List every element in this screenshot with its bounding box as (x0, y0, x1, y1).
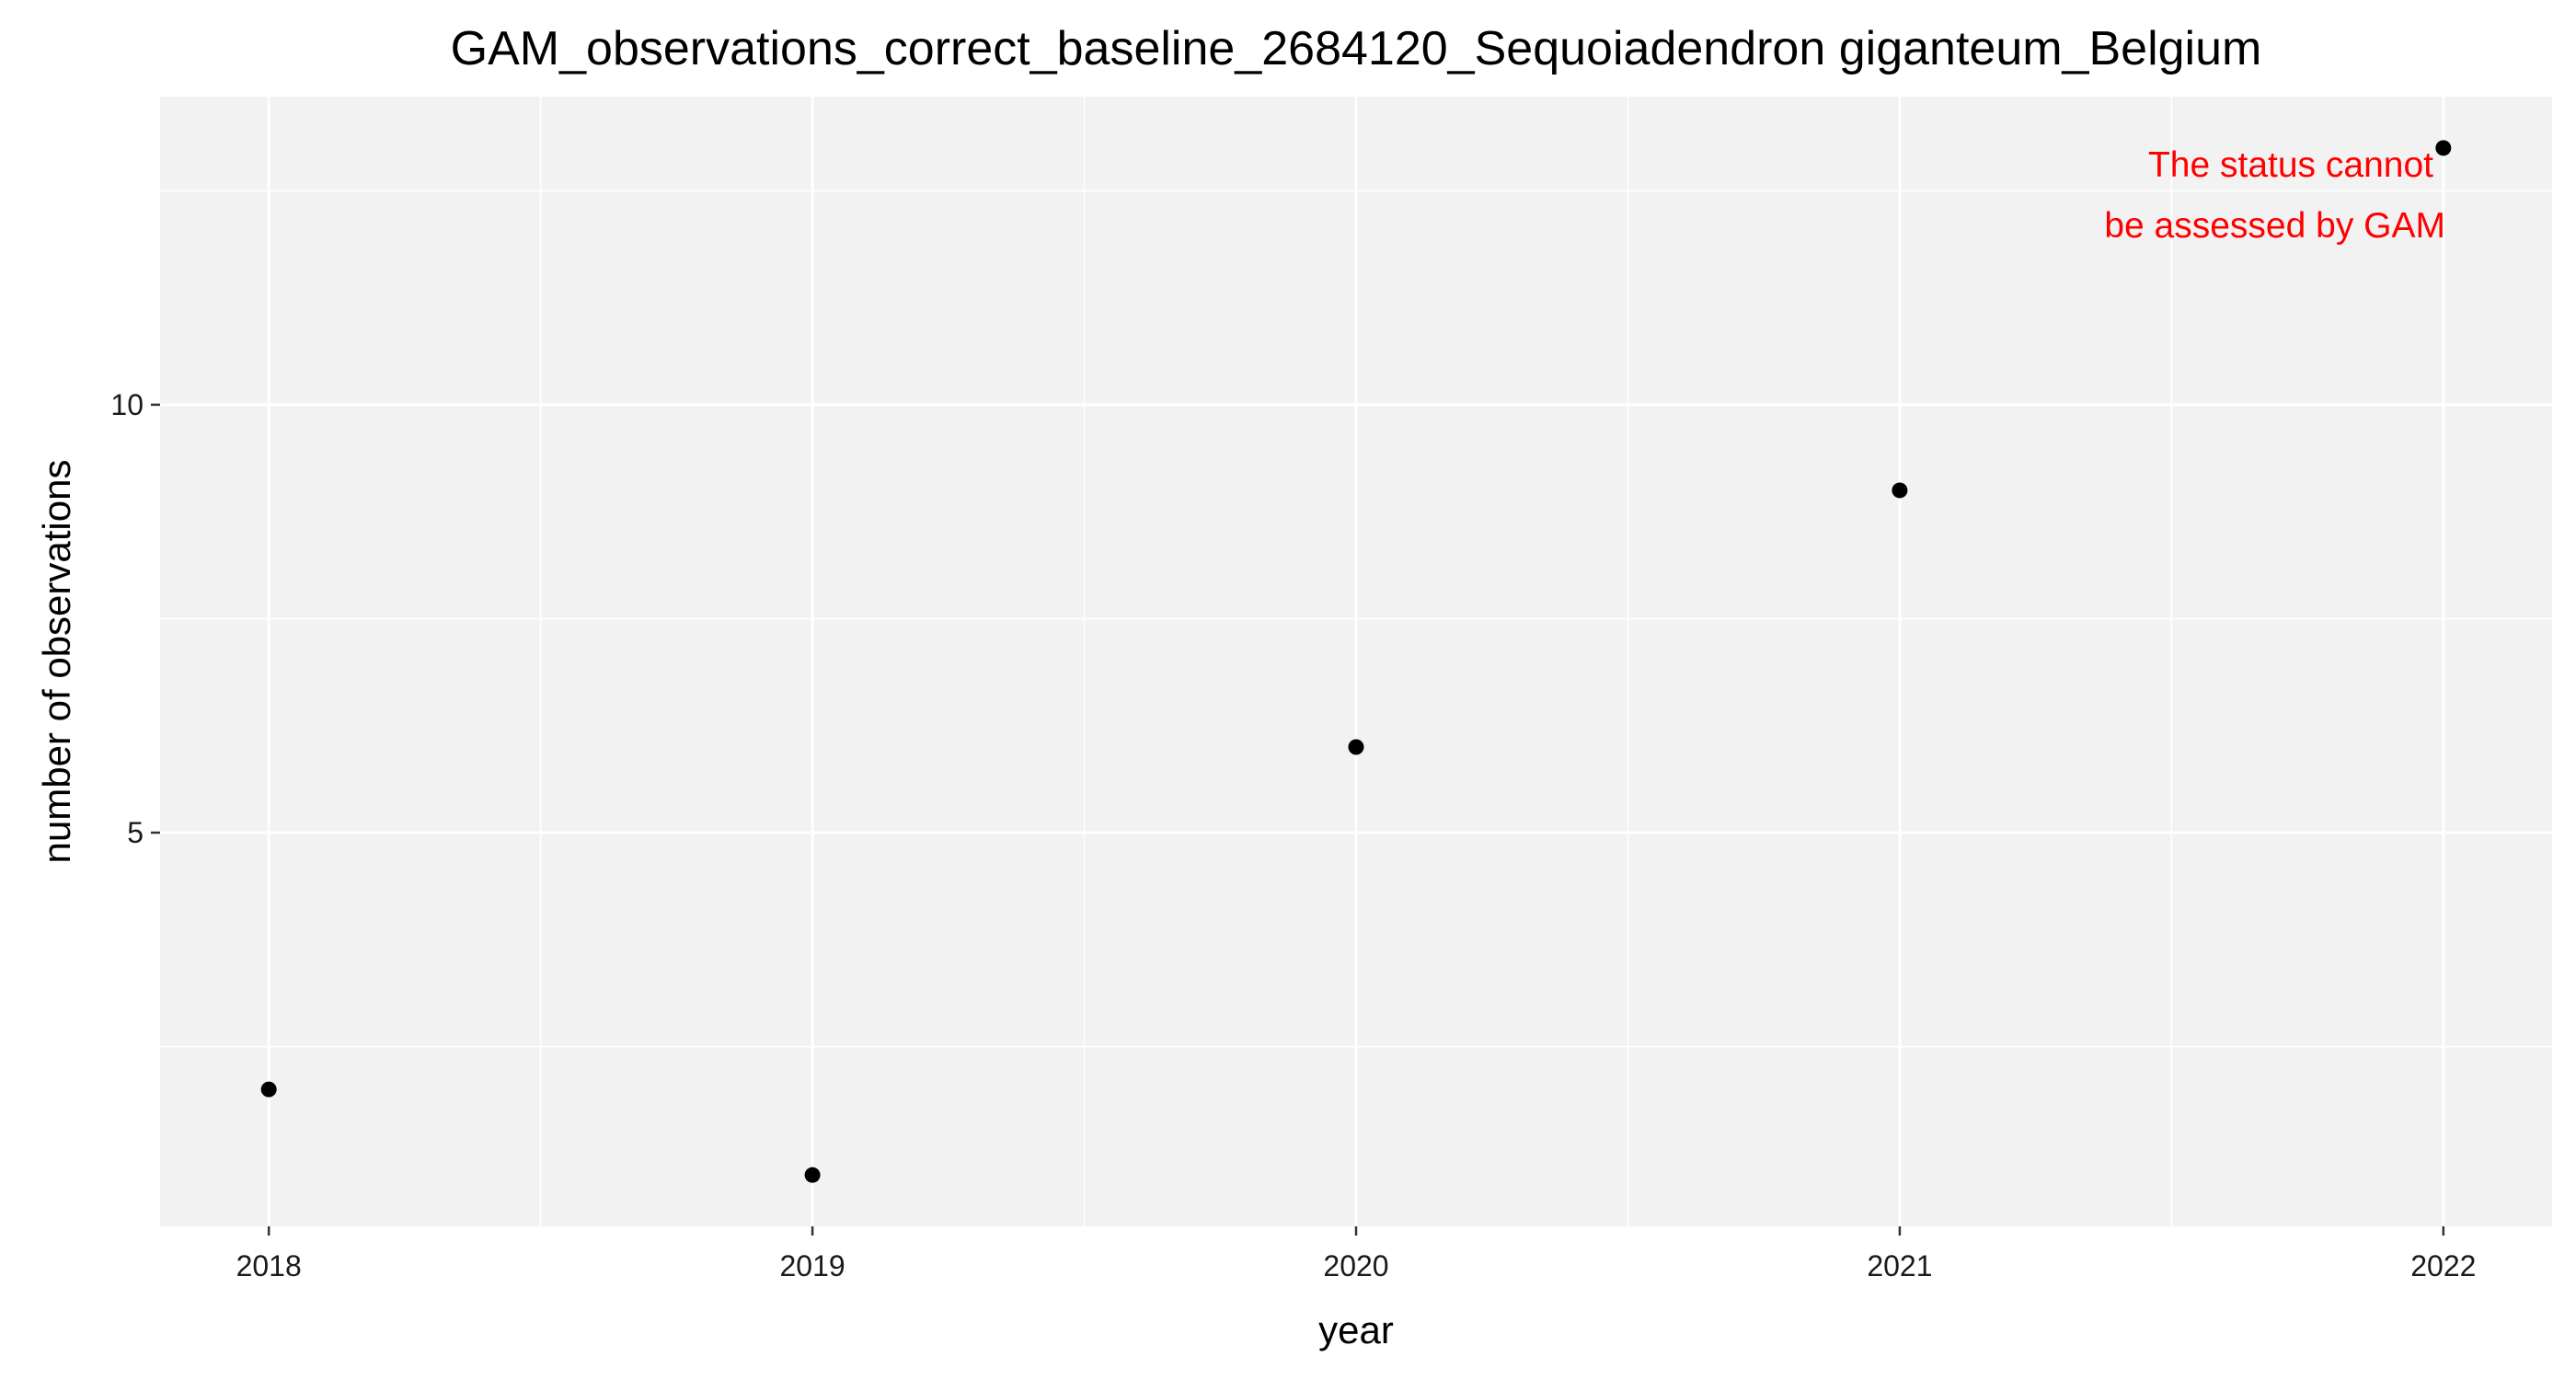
annotation-line-1: The status cannot (2148, 145, 2433, 185)
y-tick-label: 10 (110, 388, 144, 421)
y-axis-title: number of observations (35, 460, 78, 864)
data-point (260, 1081, 277, 1098)
data-point (804, 1167, 821, 1183)
x-tick-label: 2018 (236, 1249, 302, 1282)
grid-lines (160, 97, 2552, 1226)
x-axis-title: year (1318, 1308, 1394, 1351)
axes: 2018 2019 2020 2021 2022 5 10 (110, 388, 2476, 1282)
chart-title: GAM_observations_correct_baseline_268412… (451, 22, 2262, 75)
x-tick-label: 2022 (2410, 1249, 2476, 1282)
x-tick-label: 2019 (779, 1249, 845, 1282)
data-point (1348, 739, 1364, 755)
x-tick-label: 2020 (1323, 1249, 1388, 1282)
annotation-line-2: be assessed by GAM (2104, 206, 2445, 246)
data-point (2435, 140, 2452, 156)
data-points (260, 140, 2452, 1183)
annotation: The status cannot be assessed by GAM (2104, 145, 2445, 246)
x-tick-label: 2021 (1867, 1249, 1932, 1282)
y-tick-label: 5 (127, 816, 144, 849)
data-point (1892, 482, 1908, 499)
